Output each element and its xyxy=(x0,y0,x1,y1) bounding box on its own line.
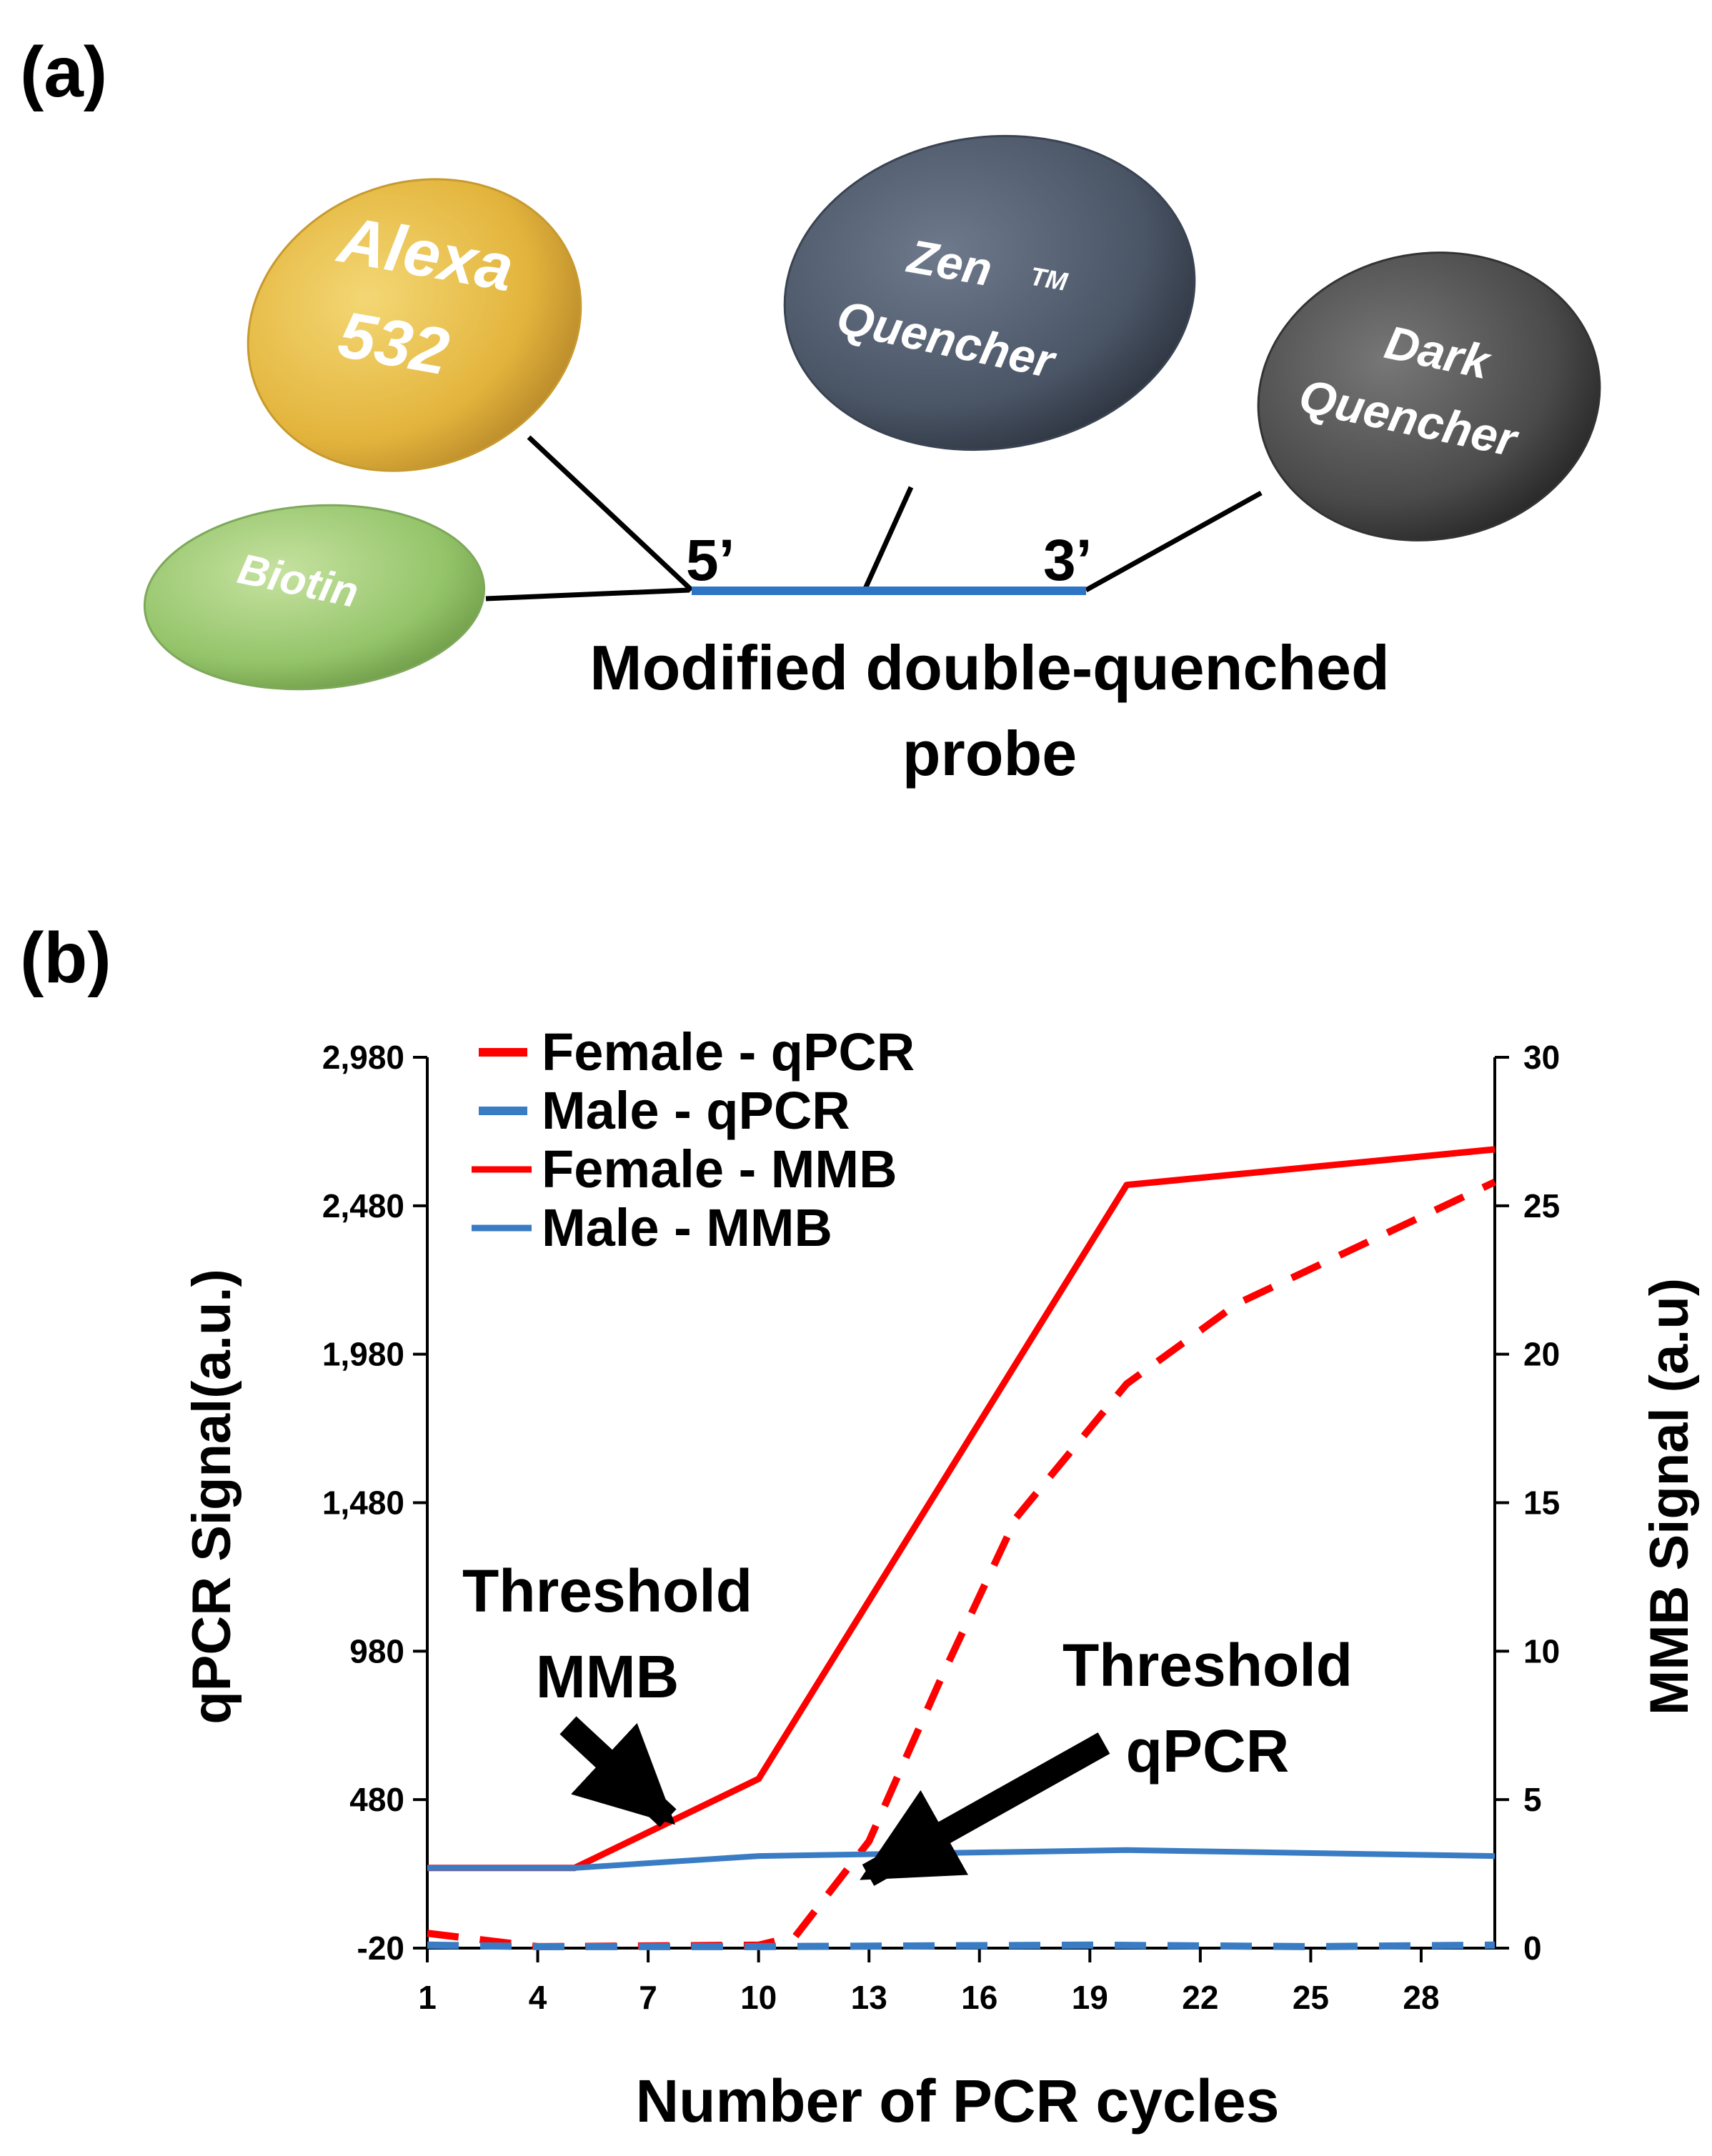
threshold-qpcr-arrow xyxy=(860,1732,1110,1886)
zen-quencher-ellipse xyxy=(783,134,1196,451)
probe-caption-line1: Modified double-quenched xyxy=(589,632,1389,703)
legend-label-male-mmb: Male - MMB xyxy=(542,1198,832,1257)
threshold-mmb-label-line1: Threshold xyxy=(462,1557,752,1625)
x-tick-label: 25 xyxy=(1293,1979,1329,2016)
y-right-tick-label: 30 xyxy=(1523,1039,1560,1076)
panel-b-label: (b) xyxy=(20,918,111,998)
probe-caption-line2: probe xyxy=(902,718,1077,789)
threshold-mmb-label-line2: MMB xyxy=(536,1643,680,1710)
x-axis-title: Number of PCR cycles xyxy=(636,2067,1280,2135)
y-axis-left-title: qPCR Signal(a.u.) xyxy=(181,1269,242,1725)
y-right-tick-label: 0 xyxy=(1523,1930,1542,1967)
series-line-male-qpcr xyxy=(427,1941,1495,1950)
y-right-tick-label: 5 xyxy=(1523,1781,1542,1818)
y-right-tick-label: 25 xyxy=(1523,1187,1560,1224)
x-tick-label: 7 xyxy=(639,1979,657,2016)
y-right-tick-label: 20 xyxy=(1523,1336,1560,1373)
x-tick-label: 16 xyxy=(961,1979,997,2016)
x-tick-label: 13 xyxy=(851,1979,887,2016)
five-prime-label: 5’ xyxy=(686,528,735,593)
y-right-tick-label: 15 xyxy=(1523,1484,1560,1522)
y-axis-right-title: MMB Signal (a.u) xyxy=(1639,1278,1700,1715)
x-tick-label: 22 xyxy=(1182,1979,1218,2016)
panel-a-label: (a) xyxy=(20,32,107,112)
x-tick-label: 10 xyxy=(740,1979,777,2016)
threshold-qpcr-label-line2: qPCR xyxy=(1126,1717,1290,1785)
y-left-tick-label: 480 xyxy=(349,1781,404,1818)
threshold-mmb-arrow xyxy=(559,1716,677,1827)
y-left-tick-label: 1,480 xyxy=(322,1484,404,1522)
x-tick-label: 19 xyxy=(1072,1979,1108,2016)
series-line-male-mmb xyxy=(427,1847,1495,1871)
y-left-tick-label: 2,480 xyxy=(322,1187,404,1224)
x-tick-label: 4 xyxy=(529,1979,547,2016)
biotin-ellipse xyxy=(143,504,486,691)
y-left-tick-label: 2,980 xyxy=(322,1039,404,1076)
line-chart: -20 480 980 1,480 1,980 2,480 2,980 0 5 10 15 20 25 3… xyxy=(322,1022,1560,2016)
y-right-tick-label: 10 xyxy=(1523,1632,1560,1670)
alexa-532-ellipse xyxy=(247,178,582,472)
x-tick-label: 28 xyxy=(1403,1979,1439,2016)
y-left-tick-label: -20 xyxy=(357,1930,404,1967)
x-tick-label: 1 xyxy=(418,1979,437,2016)
chart-axes: -20 480 980 1,480 1,980 2,480 2,980 0 5 10 15 20 25 3… xyxy=(322,1039,1560,2016)
chart-series xyxy=(427,1146,1497,1950)
legend-label-male-qpcr: Male - qPCR xyxy=(542,1081,850,1140)
dark-quencher-ellipse xyxy=(1257,251,1601,542)
legend-label-female-mmb: Female - MMB xyxy=(542,1139,897,1199)
zen-tm-label: TM xyxy=(1028,261,1070,297)
y-left-tick-label: 980 xyxy=(349,1632,404,1670)
y-left-tick-label: 1,980 xyxy=(322,1336,404,1373)
threshold-qpcr-label-line1: Threshold xyxy=(1062,1632,1353,1699)
legend-label-female-qpcr: Female - qPCR xyxy=(542,1022,915,1082)
three-prime-label: 3’ xyxy=(1043,528,1092,593)
probe-connectors xyxy=(485,435,1263,602)
